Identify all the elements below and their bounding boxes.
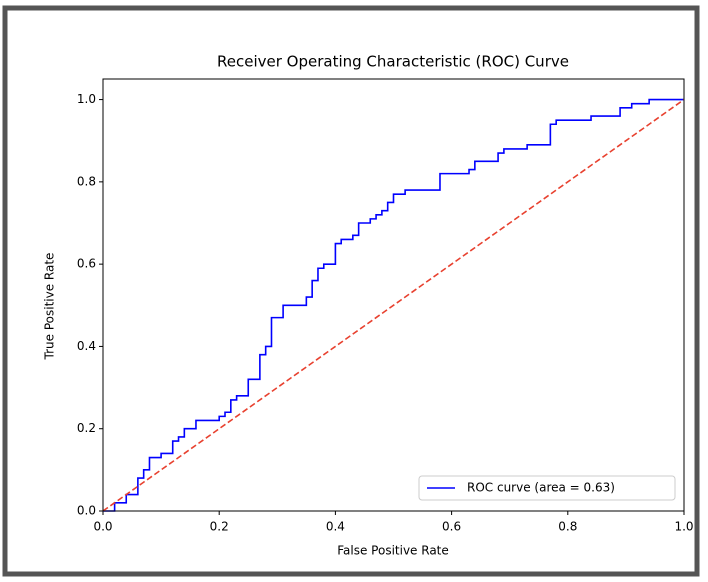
- x-tick-label: 0.2: [210, 520, 229, 534]
- plot-frame: [102, 78, 685, 512]
- x-tick-label: 0.0: [93, 520, 112, 534]
- chart-title: Receiver Operating Characteristic (ROC) …: [217, 53, 569, 71]
- x-tick-label: 1.0: [674, 520, 693, 534]
- line: [102, 98, 685, 512]
- x-axis-label: False Positive Rate: [337, 544, 449, 558]
- x-tick-label: 0.8: [558, 520, 577, 534]
- line: [103, 98, 684, 512]
- y-tick-label: 0.4: [77, 339, 96, 353]
- legend-box: [418, 475, 676, 501]
- y-tick-label: 0.2: [77, 421, 96, 435]
- y-tick-label: 1.0: [77, 92, 96, 106]
- y-tick-label: 0.6: [77, 257, 96, 271]
- x-tick-label: 0.6: [442, 520, 461, 534]
- x-tick-label: 0.4: [326, 520, 345, 534]
- y-tick-label: 0.0: [77, 504, 96, 518]
- y-tick-label: 0.8: [77, 174, 96, 188]
- y-axis-label: True Positive Rate: [43, 253, 57, 361]
- window-frame: [2, 5, 700, 577]
- legend-label: ROC curve (area = 0.63): [467, 481, 615, 495]
